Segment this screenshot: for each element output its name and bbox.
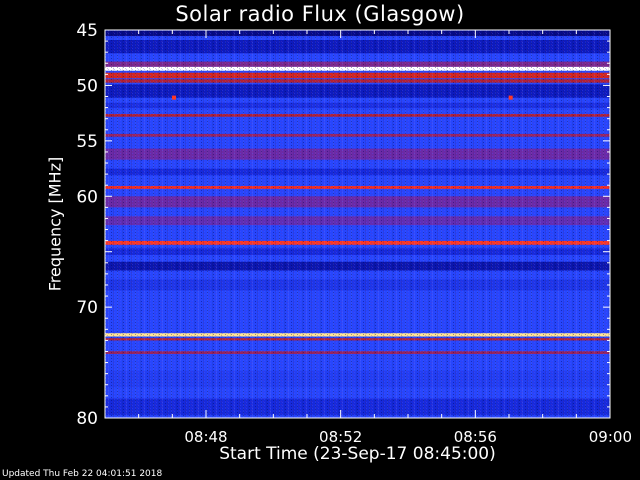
y-tick-label-6: 80 (76, 409, 98, 429)
y-tick-label-1: 50 (76, 76, 98, 96)
x-tick-label-0: 08:48 (184, 428, 227, 446)
x-tick-label-1: 08:52 (319, 428, 362, 446)
y-tick-label-2: 55 (76, 132, 98, 152)
updated-timestamp: Updated Thu Feb 22 04:01:51 2018 (2, 469, 163, 479)
burst-spot-0 (172, 95, 177, 100)
chart-title: Solar radio Flux (Glasgow) (175, 2, 465, 26)
y-axis-label: Frequency [MHz] (45, 156, 65, 292)
x-axis-label: Start Time (23-Sep-17 08:45:00) (219, 444, 496, 464)
burst-spot-1 (508, 95, 513, 100)
x-axis: 08:48 08:52 08:56 09:00 (138, 30, 632, 446)
y-tick-label-5: 70 (76, 298, 98, 318)
y-tick-label-3: 60 (76, 187, 98, 207)
x-tick-label-2: 08:56 (454, 428, 497, 446)
y-axis: 45 50 55 60 70 80 (76, 21, 610, 429)
x-tick-label-3: 09:00 (589, 428, 632, 446)
burst-spots (172, 95, 513, 100)
time-stripe-texture (105, 30, 610, 418)
y-tick-label-0: 45 (76, 21, 98, 41)
plot-frame (104, 29, 611, 419)
plot-area (104, 29, 611, 419)
